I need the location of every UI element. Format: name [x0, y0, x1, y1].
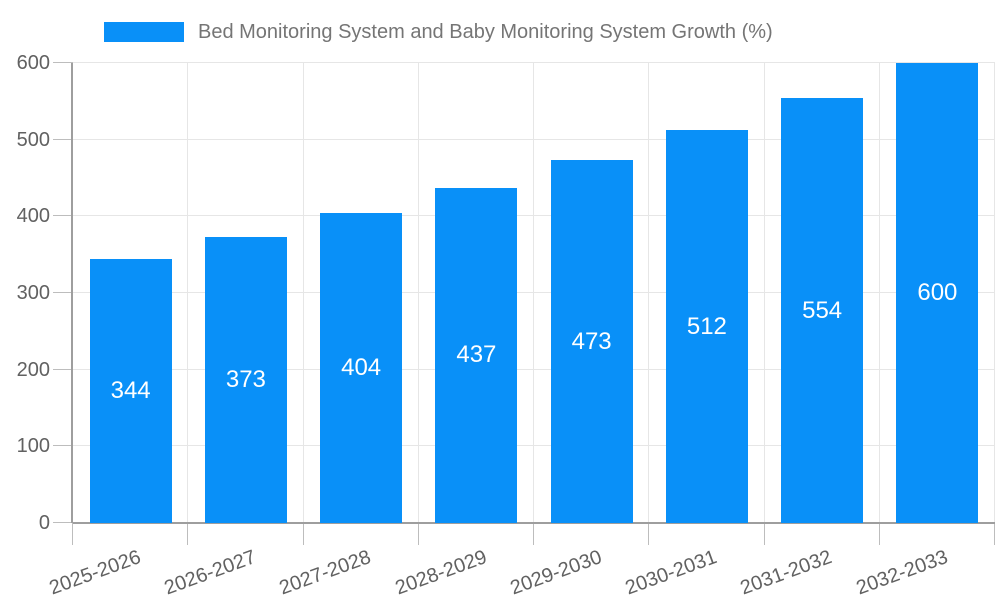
bar-value-label: 344: [110, 377, 151, 405]
y-axis-tick-label: 100: [16, 435, 50, 458]
x-axis-tick-label: 2032-2033: [853, 546, 951, 600]
legend-label: Bed Monitoring System and Baby Monitorin…: [198, 20, 773, 43]
x-axis-tick: [763, 523, 765, 545]
x-axis-tick: [533, 523, 534, 545]
y-axis-tick-label: 600: [16, 52, 50, 74]
bar-value-label: 600: [917, 279, 958, 306]
bar-2030-2031[interactable]: 512: [665, 130, 748, 523]
x-axis-tick: [417, 523, 419, 545]
gridline-horizontal: [73, 215, 995, 217]
gridline-vertical: [994, 63, 995, 523]
gridline-horizontal: [73, 445, 995, 447]
bar-value-label: 512: [686, 312, 727, 340]
legend[interactable]: Bed Monitoring System and Baby Monitorin…: [104, 21, 773, 43]
bar-value-label: 373: [225, 366, 266, 393]
gridline-vertical: [763, 63, 765, 523]
x-axis-line: [73, 522, 995, 524]
y-axis-tick: [53, 522, 73, 523]
bar-value-label: 473: [571, 327, 612, 355]
bar-2032-2033[interactable]: 600: [896, 63, 979, 523]
x-axis-tick-label: 2026-2027: [161, 546, 260, 600]
y-axis-tick-label: 500: [16, 128, 50, 151]
bar-value-label: 437: [456, 341, 497, 369]
bar-2029-2030[interactable]: 473: [550, 160, 633, 523]
y-axis-tick-label: 300: [16, 282, 50, 304]
y-axis-tick-label: 400: [16, 205, 50, 228]
x-axis-tick-label: 2028-2029: [392, 546, 490, 600]
y-axis-tick: [53, 445, 73, 447]
bar-2027-2028[interactable]: 404: [320, 213, 403, 523]
y-axis-tick-label: 0: [38, 512, 50, 534]
gridline-vertical: [533, 63, 534, 523]
x-axis-tick: [302, 523, 304, 545]
gridline-horizontal: [73, 368, 995, 370]
x-axis-tick-label: 2027-2028: [276, 546, 375, 600]
gridline-vertical: [302, 63, 304, 523]
x-axis-tick-label: 2029-2030: [507, 546, 605, 600]
x-axis-tick: [648, 523, 650, 545]
gridline-horizontal: [73, 62, 995, 63]
x-axis-tick: [72, 523, 73, 545]
bar-value-label: 404: [341, 354, 382, 382]
x-axis-tick-label: 2030-2031: [622, 546, 721, 600]
gridline-horizontal: [73, 138, 995, 140]
y-axis-tick: [53, 215, 73, 217]
y-axis-tick: [53, 138, 73, 140]
gridline-vertical: [648, 63, 650, 523]
bar-2031-2032[interactable]: 554: [781, 98, 864, 523]
y-axis-tick: [53, 62, 73, 63]
bar-2025-2026[interactable]: 344: [89, 259, 172, 523]
gridline-vertical: [187, 63, 189, 523]
bar-2028-2029[interactable]: 437: [435, 187, 518, 523]
y-axis-tick-label: 200: [16, 358, 50, 381]
y-axis-tick: [53, 368, 73, 370]
y-axis-tick: [53, 292, 73, 293]
x-axis-tick: [994, 523, 995, 545]
gridline-vertical: [878, 63, 880, 523]
legend-swatch[interactable]: [104, 22, 184, 42]
bar-2026-2027[interactable]: 373: [204, 237, 287, 523]
y-axis-line: [71, 63, 73, 523]
gridline-vertical: [417, 63, 419, 523]
x-axis-tick: [187, 523, 189, 545]
x-axis-tick-label: 2031-2032: [737, 546, 836, 600]
x-axis-tick-label: 2025-2026: [46, 546, 144, 600]
x-axis-tick: [878, 523, 880, 545]
gridline-horizontal: [73, 292, 995, 293]
bar-value-label: 554: [802, 296, 843, 324]
